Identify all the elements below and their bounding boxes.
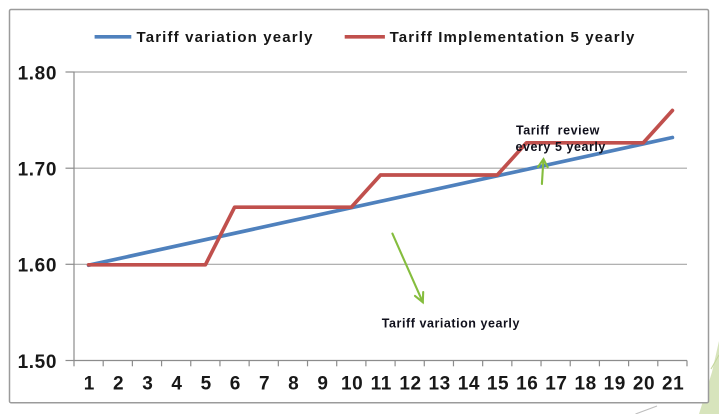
svg-text:1.60: 1.60	[18, 256, 57, 277]
svg-text:21: 21	[662, 373, 684, 394]
svg-text:5: 5	[201, 373, 212, 394]
svg-text:1.50: 1.50	[18, 352, 57, 373]
svg-text:Tariff variation yearly: Tariff variation yearly	[382, 317, 520, 331]
svg-text:17: 17	[545, 373, 567, 394]
svg-text:15: 15	[487, 373, 509, 394]
svg-text:1: 1	[84, 373, 95, 394]
svg-text:Tariff review: Tariff review	[516, 123, 600, 137]
svg-text:13: 13	[429, 373, 451, 394]
svg-text:2: 2	[113, 373, 124, 394]
svg-text:6: 6	[230, 373, 241, 394]
svg-text:Tariff variation yearly: Tariff variation yearly	[137, 29, 314, 46]
svg-text:10: 10	[341, 373, 363, 394]
svg-text:11: 11	[371, 373, 392, 394]
svg-text:20: 20	[633, 373, 655, 394]
svg-text:every 5 yearly: every 5 yearly	[516, 140, 606, 154]
svg-text:1.70: 1.70	[18, 160, 57, 181]
svg-text:16: 16	[516, 373, 538, 394]
svg-text:14: 14	[458, 373, 480, 394]
svg-text:3: 3	[142, 373, 153, 394]
svg-text:12: 12	[399, 373, 421, 394]
svg-text:18: 18	[574, 373, 596, 394]
svg-text:9: 9	[317, 373, 328, 394]
svg-text:1.80: 1.80	[18, 63, 57, 84]
svg-text:19: 19	[604, 373, 626, 394]
svg-text:Tariff Implementation 5 yearly: Tariff Implementation 5 yearly	[390, 29, 636, 46]
svg-text:4: 4	[171, 373, 182, 394]
svg-text:8: 8	[288, 373, 299, 394]
svg-text:7: 7	[259, 373, 270, 394]
